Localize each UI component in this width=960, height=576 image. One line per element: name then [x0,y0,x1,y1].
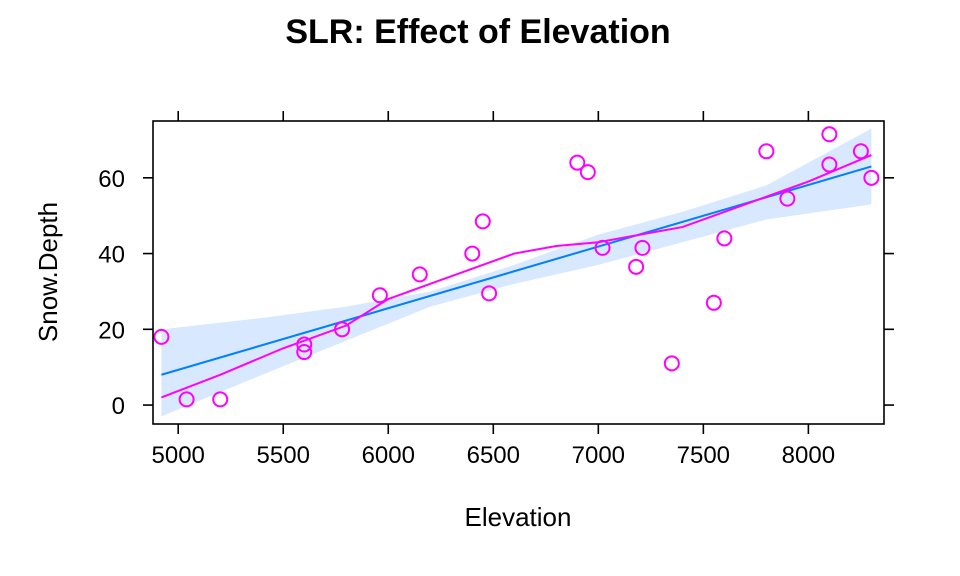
data-point [178,391,195,408]
y-tick-label: 0 [112,393,125,420]
x-tick-label: 5500 [257,442,310,469]
data-point [569,154,586,171]
smooth-line [161,154,872,399]
data-point [212,391,229,408]
data-point [758,143,775,160]
data-point [153,328,170,345]
data-point [579,164,596,181]
x-tick-label: 7000 [572,442,625,469]
data-point [779,190,796,207]
y-tick-label: 20 [98,317,125,344]
x-tick-label: 5000 [152,442,205,469]
axes: 5000 5500 6000 6500 7000 7500 8000 0 20 40 60 [98,111,894,469]
x-tick-label: 8000 [782,442,835,469]
confidence-band [161,128,872,417]
data-point [334,321,351,338]
data-point [371,287,388,304]
data-point [852,143,869,160]
data-point [474,213,491,230]
data-point [296,344,313,361]
data-point [821,156,838,173]
y-tick-label: 40 [98,242,125,269]
data-point [464,245,481,262]
x-tick-label: 6500 [467,442,520,469]
y-axis-label: Snow.Depth [33,202,63,342]
data-point [594,239,611,256]
data-point [296,336,313,353]
data-point [628,258,645,275]
data-point [411,266,428,283]
data-point [821,126,838,143]
x-tick-label: 7500 [677,442,730,469]
x-tick-label: 6000 [362,442,415,469]
plot-frame [152,120,885,425]
data-point [634,239,651,256]
y-tick-label: 60 [98,166,125,193]
data-point [863,169,880,186]
data-point [705,294,722,311]
chart-title: SLR: Effect of Elevation [285,13,670,51]
data-point [481,285,498,302]
x-axis-label: Elevation [465,502,572,532]
data-point [663,355,680,372]
plot-area [153,126,880,417]
data-point [716,230,733,247]
